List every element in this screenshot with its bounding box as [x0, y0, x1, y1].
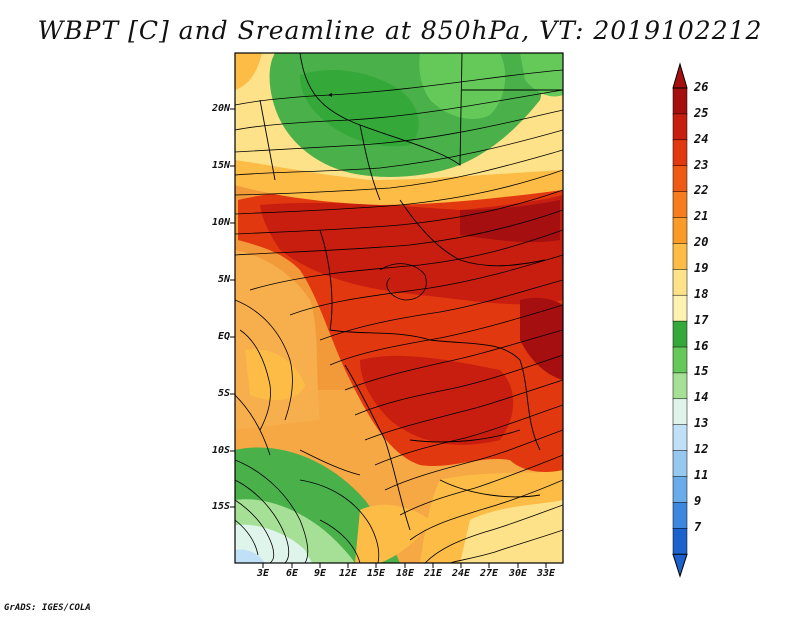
colorbar-min-arrow — [672, 553, 688, 578]
colorbar-label: 21 — [694, 209, 709, 223]
x-label: 21E — [423, 568, 443, 579]
colorbar-label: 17 — [694, 313, 709, 327]
y-label: 5S — [217, 388, 230, 399]
colorbar-segment — [672, 528, 688, 555]
y-label: 5N — [217, 274, 230, 285]
colorbar-label: 19 — [694, 261, 709, 275]
colorbar-label: 16 — [694, 339, 709, 353]
colorbar-label: 9 — [694, 494, 702, 508]
axis-ticks — [230, 108, 547, 568]
colorbar-segment — [672, 217, 688, 245]
colorbar-label: 22 — [694, 183, 709, 197]
y-label: 15N — [211, 160, 230, 171]
colorbar-segment — [672, 139, 688, 167]
colorbar-segment — [672, 269, 688, 296]
x-label: 12E — [338, 568, 358, 579]
colorbar-label: 15 — [694, 364, 709, 378]
x-label: 30E — [508, 568, 528, 579]
colorbar-segment — [672, 87, 688, 115]
colorbar-segment — [672, 165, 688, 193]
y-label: 15S — [211, 501, 230, 512]
x-label: 15E — [366, 568, 386, 579]
colorbar-segment — [672, 191, 688, 219]
colorbar-label: 14 — [694, 390, 709, 404]
colorbar-segment — [672, 398, 688, 426]
x-label: 18E — [395, 568, 415, 579]
y-label: 10N — [211, 217, 230, 228]
footer-credit: GrADS: IGES/COLA — [4, 603, 91, 613]
colorbar — [672, 62, 688, 578]
colorbar-segment — [672, 243, 688, 271]
colorbar-label: 13 — [694, 416, 709, 430]
colorbar-segment — [672, 502, 688, 530]
x-label: 24E — [451, 568, 471, 579]
colorbar-segment — [672, 320, 688, 348]
wbpt-field — [235, 53, 563, 563]
colorbar-max-arrow — [672, 62, 688, 89]
colorbar-label: 25 — [694, 106, 709, 120]
colorbar-label: 24 — [694, 132, 709, 146]
colorbar-label: 26 — [694, 80, 709, 94]
plot-title: WBPT [C] and Sreamline at 850hPa, VT: 20… — [37, 16, 763, 45]
colorbar-segment — [672, 476, 688, 504]
colorbar-label: 11 — [694, 468, 709, 482]
colorbar-segment — [672, 450, 688, 478]
x-label: 9E — [313, 568, 327, 579]
colorbar-segment — [672, 424, 688, 452]
y-label: 10S — [211, 445, 230, 456]
colorbar-label: 7 — [694, 520, 702, 534]
x-label: 33E — [536, 568, 556, 579]
colorbar-label: 20 — [694, 235, 709, 249]
x-label: 3E — [256, 568, 270, 579]
y-label: 20N — [211, 103, 230, 114]
colorbar-label: 12 — [694, 442, 709, 456]
colorbar-label: 18 — [694, 287, 709, 301]
colorbar-label: 23 — [694, 158, 709, 172]
colorbar-segment — [672, 346, 688, 374]
x-label: 27E — [479, 568, 499, 579]
streamlines — [235, 69, 563, 563]
colorbar-segment — [672, 294, 688, 322]
colorbar-segment — [672, 113, 688, 141]
y-label: EQ — [217, 331, 230, 342]
colorbar-segment — [672, 372, 688, 400]
country-boundaries — [259, 53, 563, 531]
x-label: 6E — [285, 568, 299, 579]
